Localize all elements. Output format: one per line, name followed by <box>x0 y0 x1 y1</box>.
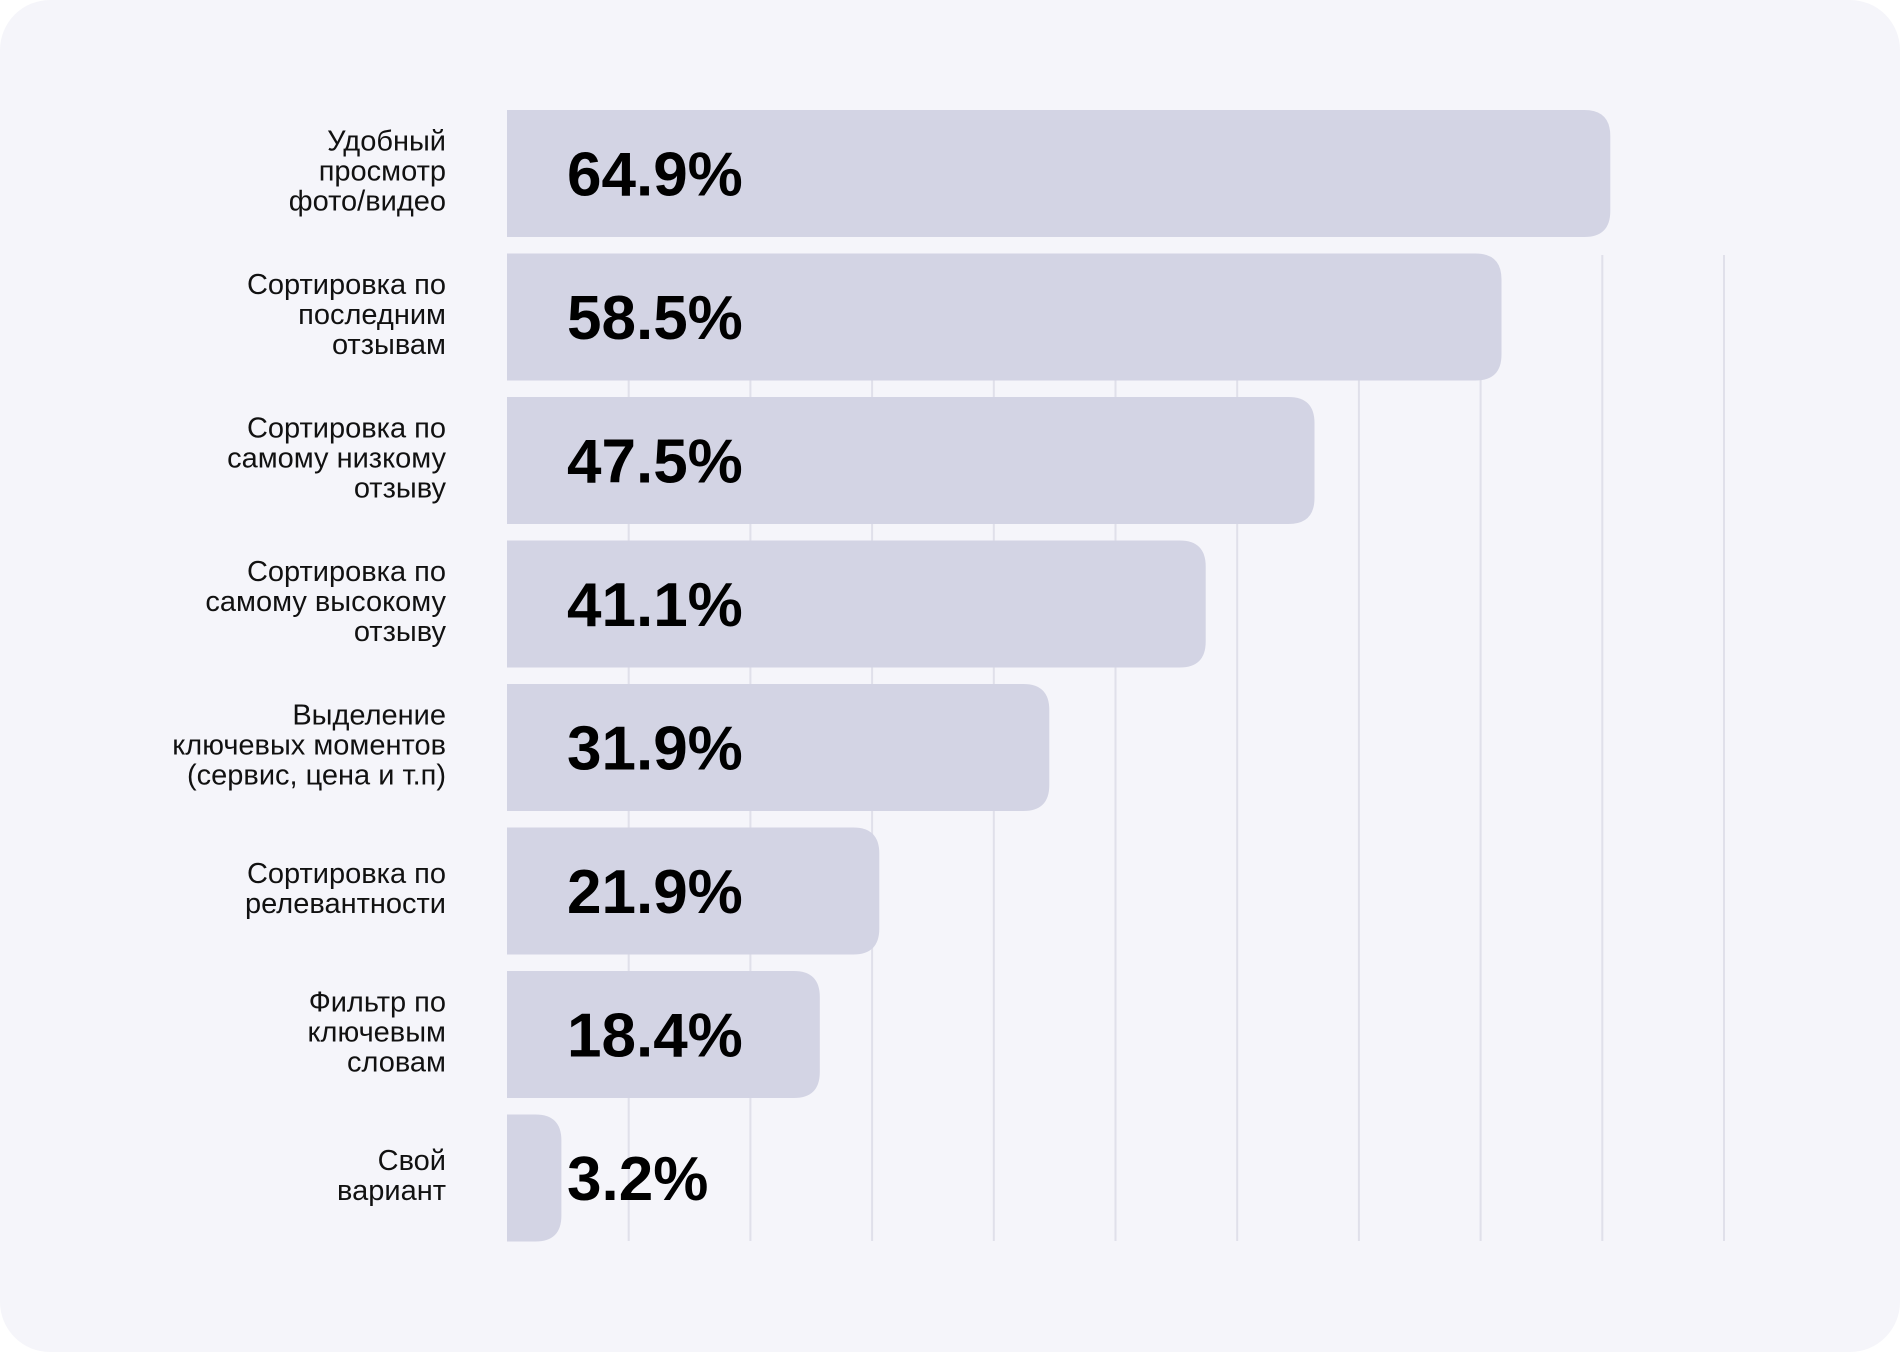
category-label: Сортировка по самому низкому отзыву <box>227 413 446 505</box>
value-label: 58.5% <box>567 284 743 353</box>
category-label: Удобный просмотр фото/видео <box>289 126 446 218</box>
value-label: 18.4% <box>567 1002 743 1071</box>
value-label: 64.9% <box>567 141 743 210</box>
category-label: Фильтр по ключевым словам <box>308 987 446 1079</box>
value-labels: 64.9% 58.5% 47.5% 41.1% 31.9% 21.9% 18.4% 3.2% <box>567 141 743 1215</box>
bars <box>507 110 1611 1242</box>
value-label: 3.2% <box>567 1145 708 1214</box>
bar <box>507 540 1206 668</box>
category-label: Выделение ключевых моментов (сервис, цена … <box>172 700 446 792</box>
bar <box>507 1114 562 1242</box>
category-label: Сортировка по самому высокому отзыву <box>205 556 446 648</box>
value-label: 21.9% <box>567 858 743 927</box>
bar <box>507 827 880 955</box>
category-labels: Удобный просмотр фото/видео Сортировка по по… <box>172 126 446 1208</box>
bar <box>507 253 1502 381</box>
bar <box>507 971 820 1098</box>
category-label: Сортировка по релевантности <box>245 858 446 920</box>
value-label: 41.1% <box>567 571 743 640</box>
bar <box>507 684 1050 811</box>
bar <box>507 110 1611 237</box>
category-label: Свой вариант <box>337 1145 446 1207</box>
value-label: 31.9% <box>567 715 743 784</box>
bar <box>507 397 1315 524</box>
value-label: 47.5% <box>567 428 743 497</box>
category-label: Сортировка по последним отзывам <box>247 269 446 361</box>
